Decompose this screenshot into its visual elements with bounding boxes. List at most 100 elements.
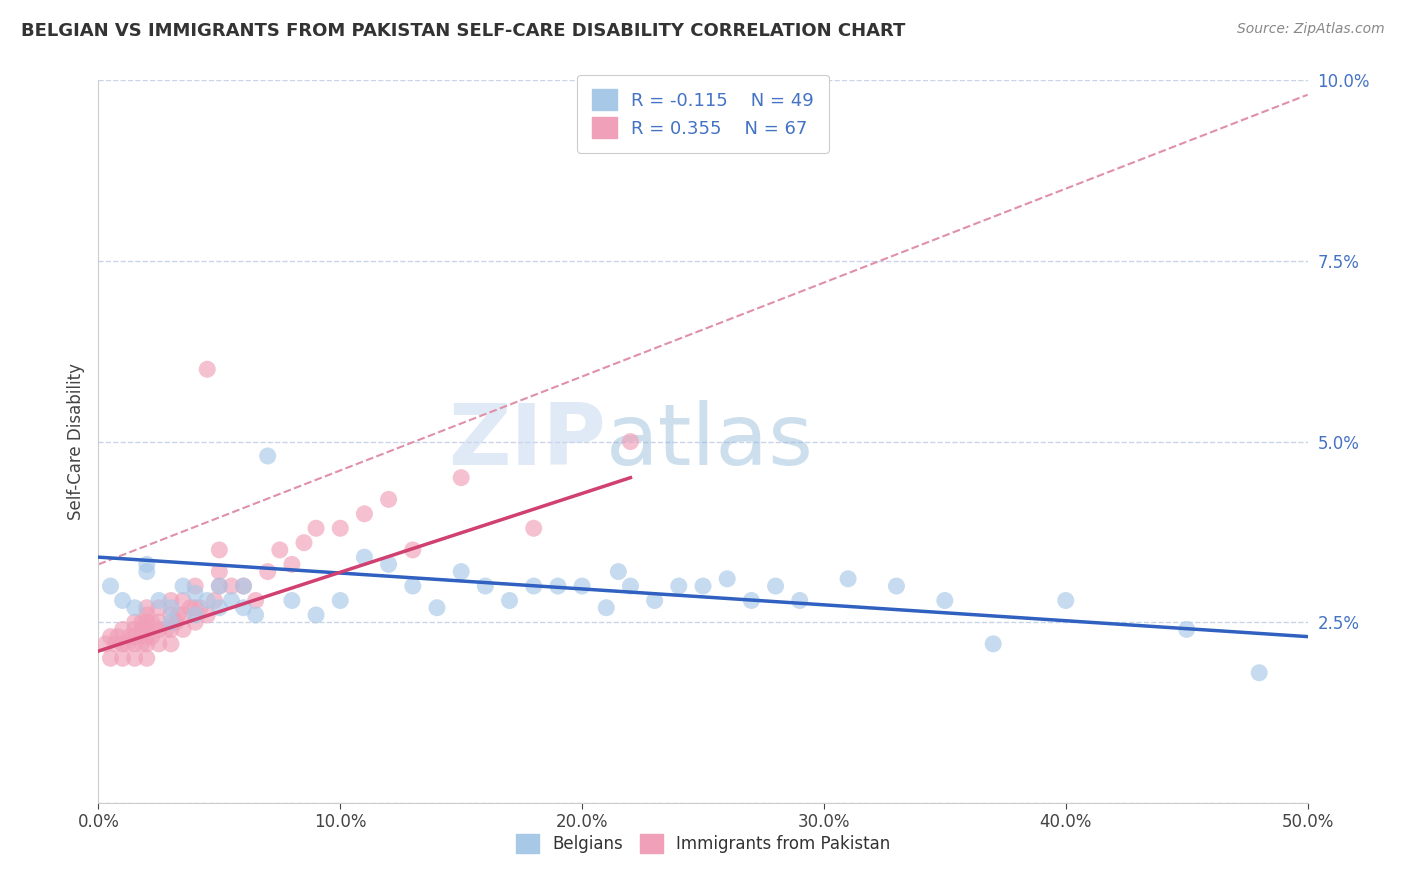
Point	[184, 600, 207, 615]
Point	[94, 637, 117, 651]
Point	[208, 579, 231, 593]
Point	[135, 637, 157, 651]
Point	[124, 623, 146, 637]
Point	[160, 607, 183, 622]
Point	[124, 637, 146, 651]
Point	[716, 572, 738, 586]
Point	[111, 593, 134, 607]
Y-axis label: Self-Care Disability: Self-Care Disability	[66, 363, 84, 520]
Point	[377, 558, 399, 572]
Point	[232, 579, 254, 593]
Point	[160, 593, 183, 607]
Point	[148, 623, 170, 637]
Point	[131, 623, 153, 637]
Point	[160, 600, 183, 615]
Point	[329, 521, 352, 535]
Point	[221, 593, 243, 607]
Point	[474, 579, 496, 593]
Point	[195, 362, 218, 376]
Point	[837, 572, 859, 586]
Point	[402, 542, 425, 557]
Point	[208, 579, 231, 593]
Point	[692, 579, 714, 593]
Point	[141, 615, 163, 630]
Legend: Belgians, Immigrants from Pakistan: Belgians, Immigrants from Pakistan	[509, 827, 897, 860]
Point	[141, 630, 163, 644]
Point	[184, 579, 207, 593]
Point	[172, 607, 194, 622]
Point	[450, 471, 472, 485]
Point	[124, 651, 146, 665]
Point	[165, 615, 187, 630]
Point	[934, 593, 956, 607]
Point	[523, 521, 546, 535]
Point	[644, 593, 666, 607]
Text: ZIP: ZIP	[449, 400, 606, 483]
Point	[117, 637, 139, 651]
Point	[789, 593, 811, 607]
Point	[245, 607, 267, 622]
Point	[184, 586, 207, 600]
Point	[131, 615, 153, 630]
Point	[281, 558, 304, 572]
Point	[245, 593, 267, 607]
Point	[765, 579, 787, 593]
Point	[172, 593, 194, 607]
Point	[450, 565, 472, 579]
Point	[160, 615, 183, 630]
Point	[208, 565, 231, 579]
Point	[426, 600, 449, 615]
Point	[135, 607, 157, 622]
Point	[256, 449, 278, 463]
Point	[160, 637, 183, 651]
Point	[329, 593, 352, 607]
Point	[100, 651, 122, 665]
Point	[124, 630, 146, 644]
Point	[167, 607, 190, 622]
Point	[595, 600, 617, 615]
Point	[305, 607, 328, 622]
Point	[172, 579, 194, 593]
Point	[172, 623, 194, 637]
Point	[111, 637, 134, 651]
Point	[281, 593, 304, 607]
Point	[111, 623, 134, 637]
Point	[208, 600, 231, 615]
Point	[148, 615, 170, 630]
Point	[131, 637, 153, 651]
Point	[135, 651, 157, 665]
Point	[111, 651, 134, 665]
Point	[195, 593, 218, 607]
Point	[221, 579, 243, 593]
Point	[740, 593, 762, 607]
Point	[353, 507, 375, 521]
Text: BELGIAN VS IMMIGRANTS FROM PAKISTAN SELF-CARE DISABILITY CORRELATION CHART: BELGIAN VS IMMIGRANTS FROM PAKISTAN SELF…	[21, 22, 905, 40]
Point	[981, 637, 1004, 651]
Point	[135, 615, 157, 630]
Point	[1249, 665, 1271, 680]
Point	[607, 565, 630, 579]
Point	[523, 579, 546, 593]
Point	[148, 593, 170, 607]
Point	[135, 558, 157, 572]
Point	[886, 579, 908, 593]
Point	[256, 565, 278, 579]
Point	[292, 535, 315, 549]
Point	[1175, 623, 1198, 637]
Point	[100, 579, 122, 593]
Point	[155, 623, 177, 637]
Point	[1054, 593, 1077, 607]
Point	[107, 630, 129, 644]
Point	[571, 579, 593, 593]
Point	[619, 579, 641, 593]
Point	[208, 542, 231, 557]
Point	[148, 637, 170, 651]
Point	[305, 521, 328, 535]
Point	[104, 637, 127, 651]
Point	[148, 600, 170, 615]
Point	[160, 623, 183, 637]
Point	[184, 615, 207, 630]
Point	[498, 593, 520, 607]
Point	[135, 623, 157, 637]
Point	[232, 600, 254, 615]
